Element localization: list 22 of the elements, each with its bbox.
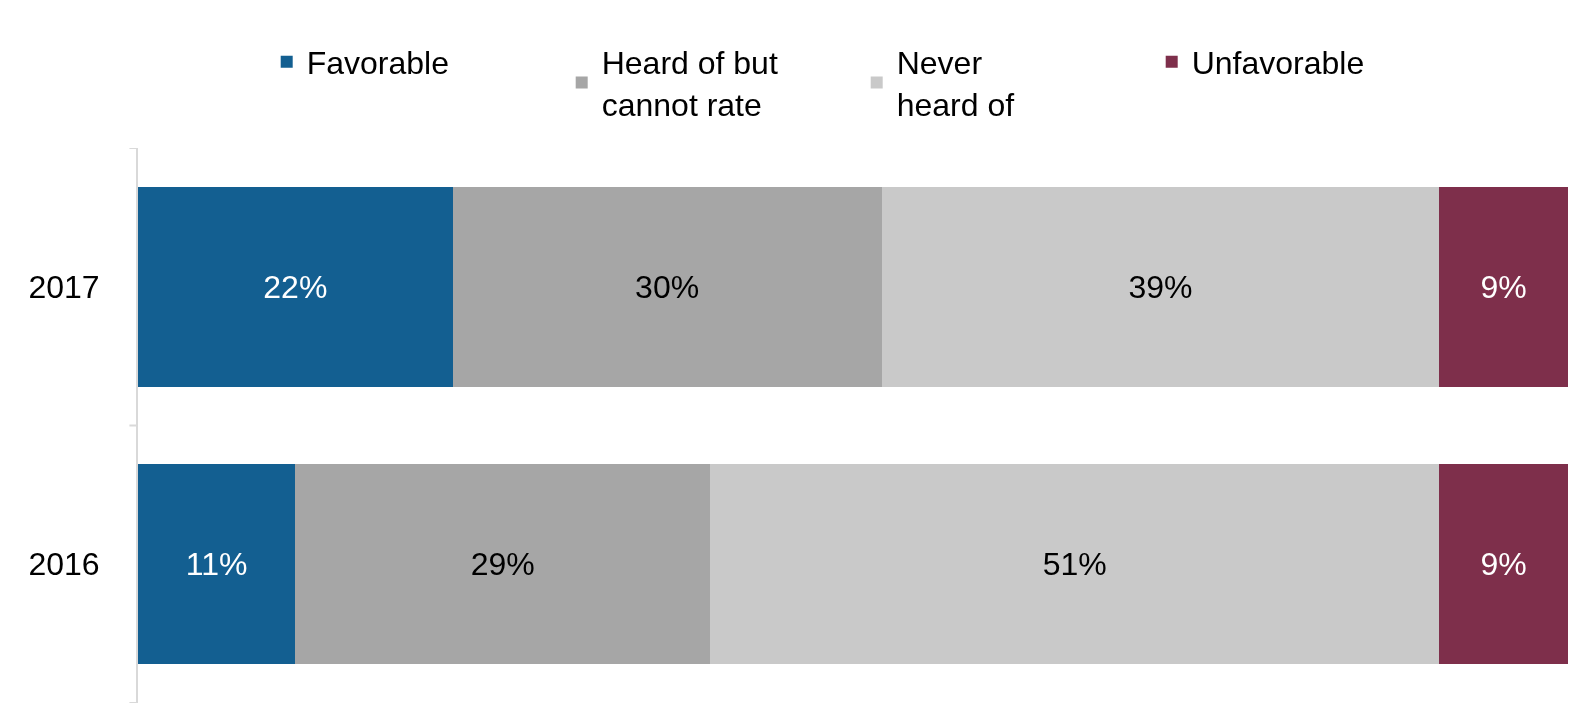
bar <box>452 186 882 387</box>
bar <box>1439 186 1568 387</box>
data-label: 9% <box>1480 268 1527 305</box>
data-label: 39% <box>1128 268 1193 305</box>
bar <box>138 186 453 387</box>
bar <box>881 186 1440 387</box>
legend-label: Unfavorable <box>1191 45 1365 82</box>
data-label: 11% <box>185 546 248 583</box>
y-tick-label: 2017 <box>28 268 100 305</box>
bar <box>138 464 296 665</box>
legend-label: Never heard of <box>896 45 1015 123</box>
bar <box>295 464 710 665</box>
legend-label: Heard of but cannot rate <box>601 45 778 123</box>
data-label: 29% <box>470 546 535 583</box>
y-tick-label: 2016 <box>28 546 100 583</box>
data-label: 9% <box>1480 546 1527 583</box>
data-label: 51% <box>1042 546 1107 583</box>
data-label: 22% <box>263 268 328 305</box>
data-label: 30% <box>635 268 700 305</box>
legend-label: Favorable <box>306 45 449 82</box>
bar <box>1439 464 1568 665</box>
bar <box>710 464 1440 665</box>
